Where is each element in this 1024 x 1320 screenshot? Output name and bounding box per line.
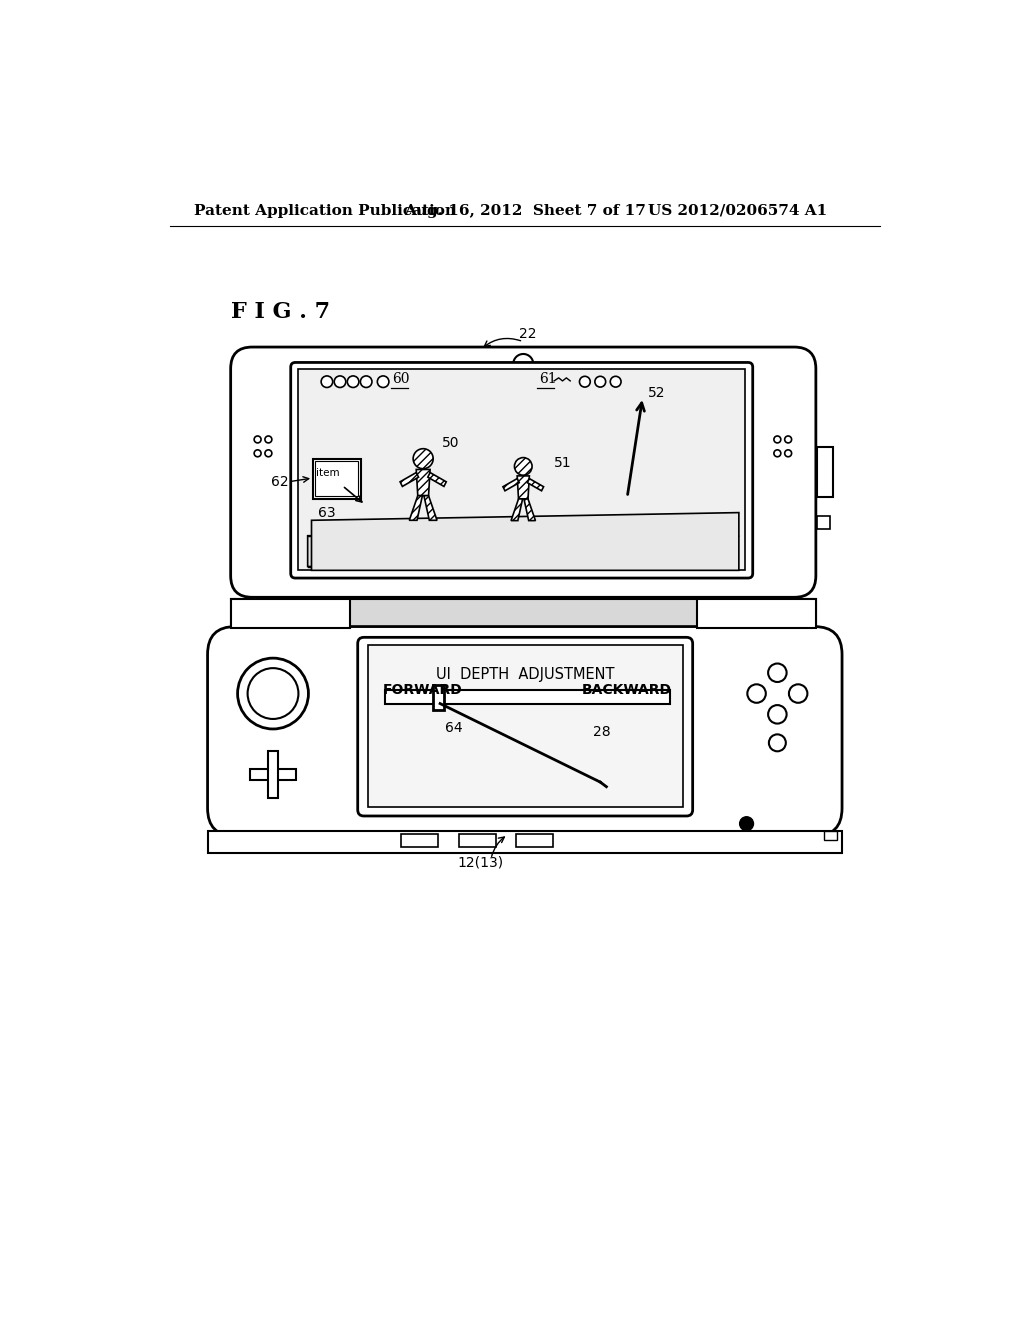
Circle shape: [580, 376, 590, 387]
Circle shape: [334, 376, 346, 388]
Bar: [823, 832, 838, 840]
Text: item: item: [316, 469, 340, 478]
Text: 61: 61: [539, 372, 556, 385]
Polygon shape: [311, 512, 739, 570]
Bar: [516, 834, 553, 847]
Circle shape: [610, 376, 621, 387]
Bar: [400, 834, 438, 847]
Polygon shape: [524, 499, 536, 520]
Bar: [459, 834, 496, 847]
Circle shape: [347, 376, 358, 388]
Circle shape: [248, 668, 298, 719]
Circle shape: [774, 436, 781, 444]
Text: 51: 51: [554, 455, 571, 470]
Circle shape: [739, 817, 754, 830]
Polygon shape: [517, 477, 529, 499]
Text: FORWARD: FORWARD: [383, 682, 463, 697]
Circle shape: [768, 705, 786, 723]
Bar: [208, 832, 842, 853]
Polygon shape: [416, 470, 430, 496]
Text: Patent Application Publication: Patent Application Publication: [194, 203, 456, 218]
Text: 28: 28: [593, 725, 610, 739]
Bar: [696, 599, 816, 628]
Circle shape: [322, 376, 333, 388]
Circle shape: [360, 376, 372, 388]
Polygon shape: [511, 499, 522, 520]
Circle shape: [378, 376, 389, 388]
Circle shape: [784, 450, 792, 457]
Bar: [315, 461, 358, 496]
Bar: [298, 368, 745, 570]
Circle shape: [769, 734, 785, 751]
Circle shape: [238, 659, 308, 729]
Bar: [385, 690, 670, 705]
Text: 52: 52: [648, 387, 666, 400]
Circle shape: [265, 450, 271, 457]
Circle shape: [748, 684, 766, 702]
Circle shape: [784, 436, 792, 444]
Polygon shape: [428, 473, 446, 487]
Circle shape: [774, 450, 781, 457]
Text: F I G . 7: F I G . 7: [230, 301, 330, 323]
Circle shape: [514, 458, 532, 475]
Polygon shape: [527, 479, 544, 491]
Bar: [817, 516, 829, 529]
Circle shape: [254, 450, 261, 457]
Text: 60: 60: [392, 372, 410, 385]
Polygon shape: [410, 496, 422, 520]
Circle shape: [413, 449, 433, 469]
Circle shape: [513, 354, 534, 374]
Text: US 2012/0206574 A1: US 2012/0206574 A1: [648, 203, 827, 218]
Bar: [250, 770, 296, 780]
Text: 50: 50: [442, 437, 460, 450]
Polygon shape: [307, 536, 739, 566]
Text: 63: 63: [317, 506, 335, 520]
Bar: [230, 599, 350, 628]
Polygon shape: [503, 479, 519, 491]
Circle shape: [768, 664, 786, 682]
Bar: [368, 645, 683, 807]
FancyBboxPatch shape: [291, 363, 753, 578]
Text: BACKWARD: BACKWARD: [582, 682, 672, 697]
FancyBboxPatch shape: [230, 347, 816, 597]
Circle shape: [265, 436, 271, 444]
Text: 12(13): 12(13): [458, 855, 504, 870]
Bar: [313, 459, 360, 499]
Circle shape: [595, 376, 605, 387]
Text: 22: 22: [519, 327, 537, 341]
Bar: [817, 447, 833, 498]
Text: 64: 64: [444, 721, 463, 735]
Bar: [433, 685, 444, 710]
Text: 62: 62: [270, 475, 289, 488]
Text: UI  DEPTH  ADJUSTMENT: UI DEPTH ADJUSTMENT: [436, 667, 614, 682]
FancyBboxPatch shape: [208, 627, 842, 836]
Circle shape: [254, 436, 261, 444]
Polygon shape: [400, 473, 419, 487]
FancyBboxPatch shape: [357, 638, 692, 816]
Text: Aug. 16, 2012  Sheet 7 of 17: Aug. 16, 2012 Sheet 7 of 17: [403, 203, 646, 218]
Bar: [267, 751, 279, 797]
Circle shape: [788, 684, 807, 702]
Bar: [230, 599, 816, 628]
Polygon shape: [424, 496, 437, 520]
